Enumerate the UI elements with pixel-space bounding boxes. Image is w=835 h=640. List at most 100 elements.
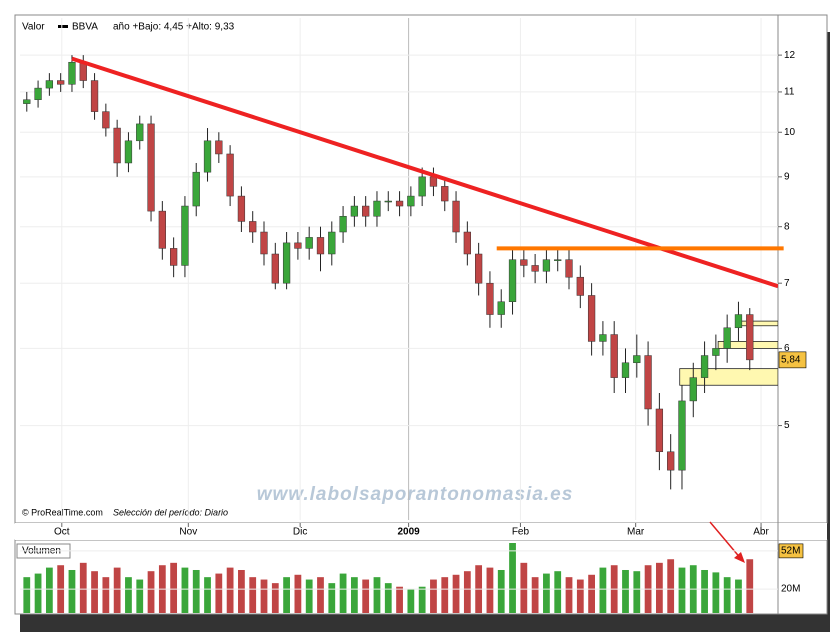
- candle-body: [136, 123, 144, 142]
- candle-body: [249, 221, 257, 233]
- volume-bar: [339, 573, 347, 613]
- candle-body: [113, 127, 121, 164]
- volume-bar: [441, 577, 449, 613]
- candle-body: [418, 176, 426, 197]
- volume-bar: [452, 574, 460, 613]
- candle-body: [395, 200, 404, 207]
- date-strip: [15, 523, 827, 540]
- volume-bar: [407, 589, 415, 613]
- candle-body: [734, 314, 743, 329]
- candle-body: [723, 327, 731, 349]
- volume-bar: [633, 571, 641, 613]
- candle-body: [192, 171, 200, 207]
- candle-body: [531, 265, 539, 272]
- volume-bar: [204, 577, 211, 613]
- volume-tick-label: 20M: [781, 584, 800, 595]
- candle-body: [57, 80, 65, 85]
- candle-body: [554, 259, 562, 261]
- volume-bar: [554, 571, 562, 613]
- candle-body: [68, 61, 76, 85]
- volume-bar: [249, 577, 257, 613]
- y-tick-label: 8: [784, 221, 790, 232]
- volume-bar: [34, 573, 42, 613]
- volume-bar: [350, 577, 358, 613]
- volume-tick-label: 52M: [781, 546, 800, 557]
- volume-bar: [701, 569, 708, 613]
- volume-bar: [317, 577, 324, 613]
- volume-bar: [113, 567, 121, 613]
- candle-body: [215, 140, 223, 155]
- candle-body: [102, 111, 110, 129]
- volume-bar: [746, 559, 754, 613]
- candle-body: [158, 210, 166, 249]
- candle-body: [169, 248, 178, 266]
- volume-bar: [678, 567, 686, 613]
- candle-body: [124, 140, 133, 164]
- volume-bar: [497, 569, 505, 613]
- candle-body: [746, 314, 754, 361]
- volume-bar: [136, 579, 144, 613]
- x-tick-label: Oct: [54, 527, 70, 538]
- candle-body: [384, 200, 392, 203]
- volume-bar: [667, 559, 675, 613]
- period: Selección del período: Diario: [113, 507, 228, 517]
- x-tick-label: Feb: [512, 527, 530, 538]
- candle-body: [294, 242, 302, 249]
- volume-bar: [384, 583, 392, 613]
- y-tick-label: 10: [784, 127, 796, 138]
- volume-bar: [723, 577, 731, 613]
- candle-body: [407, 195, 415, 207]
- candle-body: [486, 282, 494, 315]
- candle-body: [508, 259, 517, 302]
- candle-body: [542, 259, 551, 272]
- candle-body: [678, 400, 686, 471]
- candle-body: [463, 231, 471, 255]
- volume-bar: [68, 569, 76, 613]
- candle-body: [147, 123, 155, 212]
- volume-bar: [271, 583, 279, 613]
- arrow: [709, 521, 743, 561]
- y-tick-label: 6: [784, 343, 790, 354]
- volume-bar: [215, 573, 223, 613]
- y-tick-label: 7: [784, 278, 790, 289]
- candle-body: [689, 377, 697, 402]
- volume-bar: [531, 577, 539, 613]
- candle-body: [339, 215, 347, 233]
- volume-bar: [463, 571, 471, 613]
- x-tick-label: Dic: [293, 527, 307, 538]
- candle-body: [90, 80, 99, 112]
- candle-body: [429, 176, 438, 187]
- candle-body: [576, 276, 584, 296]
- candle-body: [373, 200, 381, 217]
- header-range: año +Bajo: 4,45 +Alto: 9,33: [113, 22, 235, 33]
- candle-body: [587, 295, 596, 342]
- volume-bar: [102, 577, 110, 613]
- volume-bar: [125, 577, 132, 613]
- volume-bar: [362, 579, 370, 613]
- candle-body: [271, 253, 279, 284]
- watermark: www.labolsaporantonomasia.es: [257, 484, 574, 505]
- volume-plot: [20, 543, 778, 613]
- candle-body: [203, 140, 212, 173]
- candle-body: [260, 231, 268, 255]
- volume-bar: [79, 562, 87, 613]
- volume-bar: [509, 543, 516, 613]
- y-tick-label: 5: [784, 420, 790, 431]
- x-tick-label: Nov: [179, 527, 197, 538]
- last-price-box: [778, 351, 807, 369]
- candle-body: [226, 153, 234, 197]
- volume-bar: [418, 586, 426, 613]
- candle-body: [362, 205, 370, 217]
- volume-bar: [373, 577, 381, 613]
- y-tick-label: 12: [784, 50, 796, 61]
- y-tick-label: 9: [784, 171, 790, 182]
- x-tick-label: 2009: [397, 527, 420, 538]
- x-tick-label: Abr: [753, 527, 769, 538]
- volume-bar: [305, 579, 313, 613]
- y-tick-label: 11: [784, 87, 795, 98]
- volume-bar: [543, 573, 550, 613]
- volume-bar: [147, 571, 155, 613]
- volume-bar: [260, 579, 268, 613]
- volume-bar: [735, 579, 742, 613]
